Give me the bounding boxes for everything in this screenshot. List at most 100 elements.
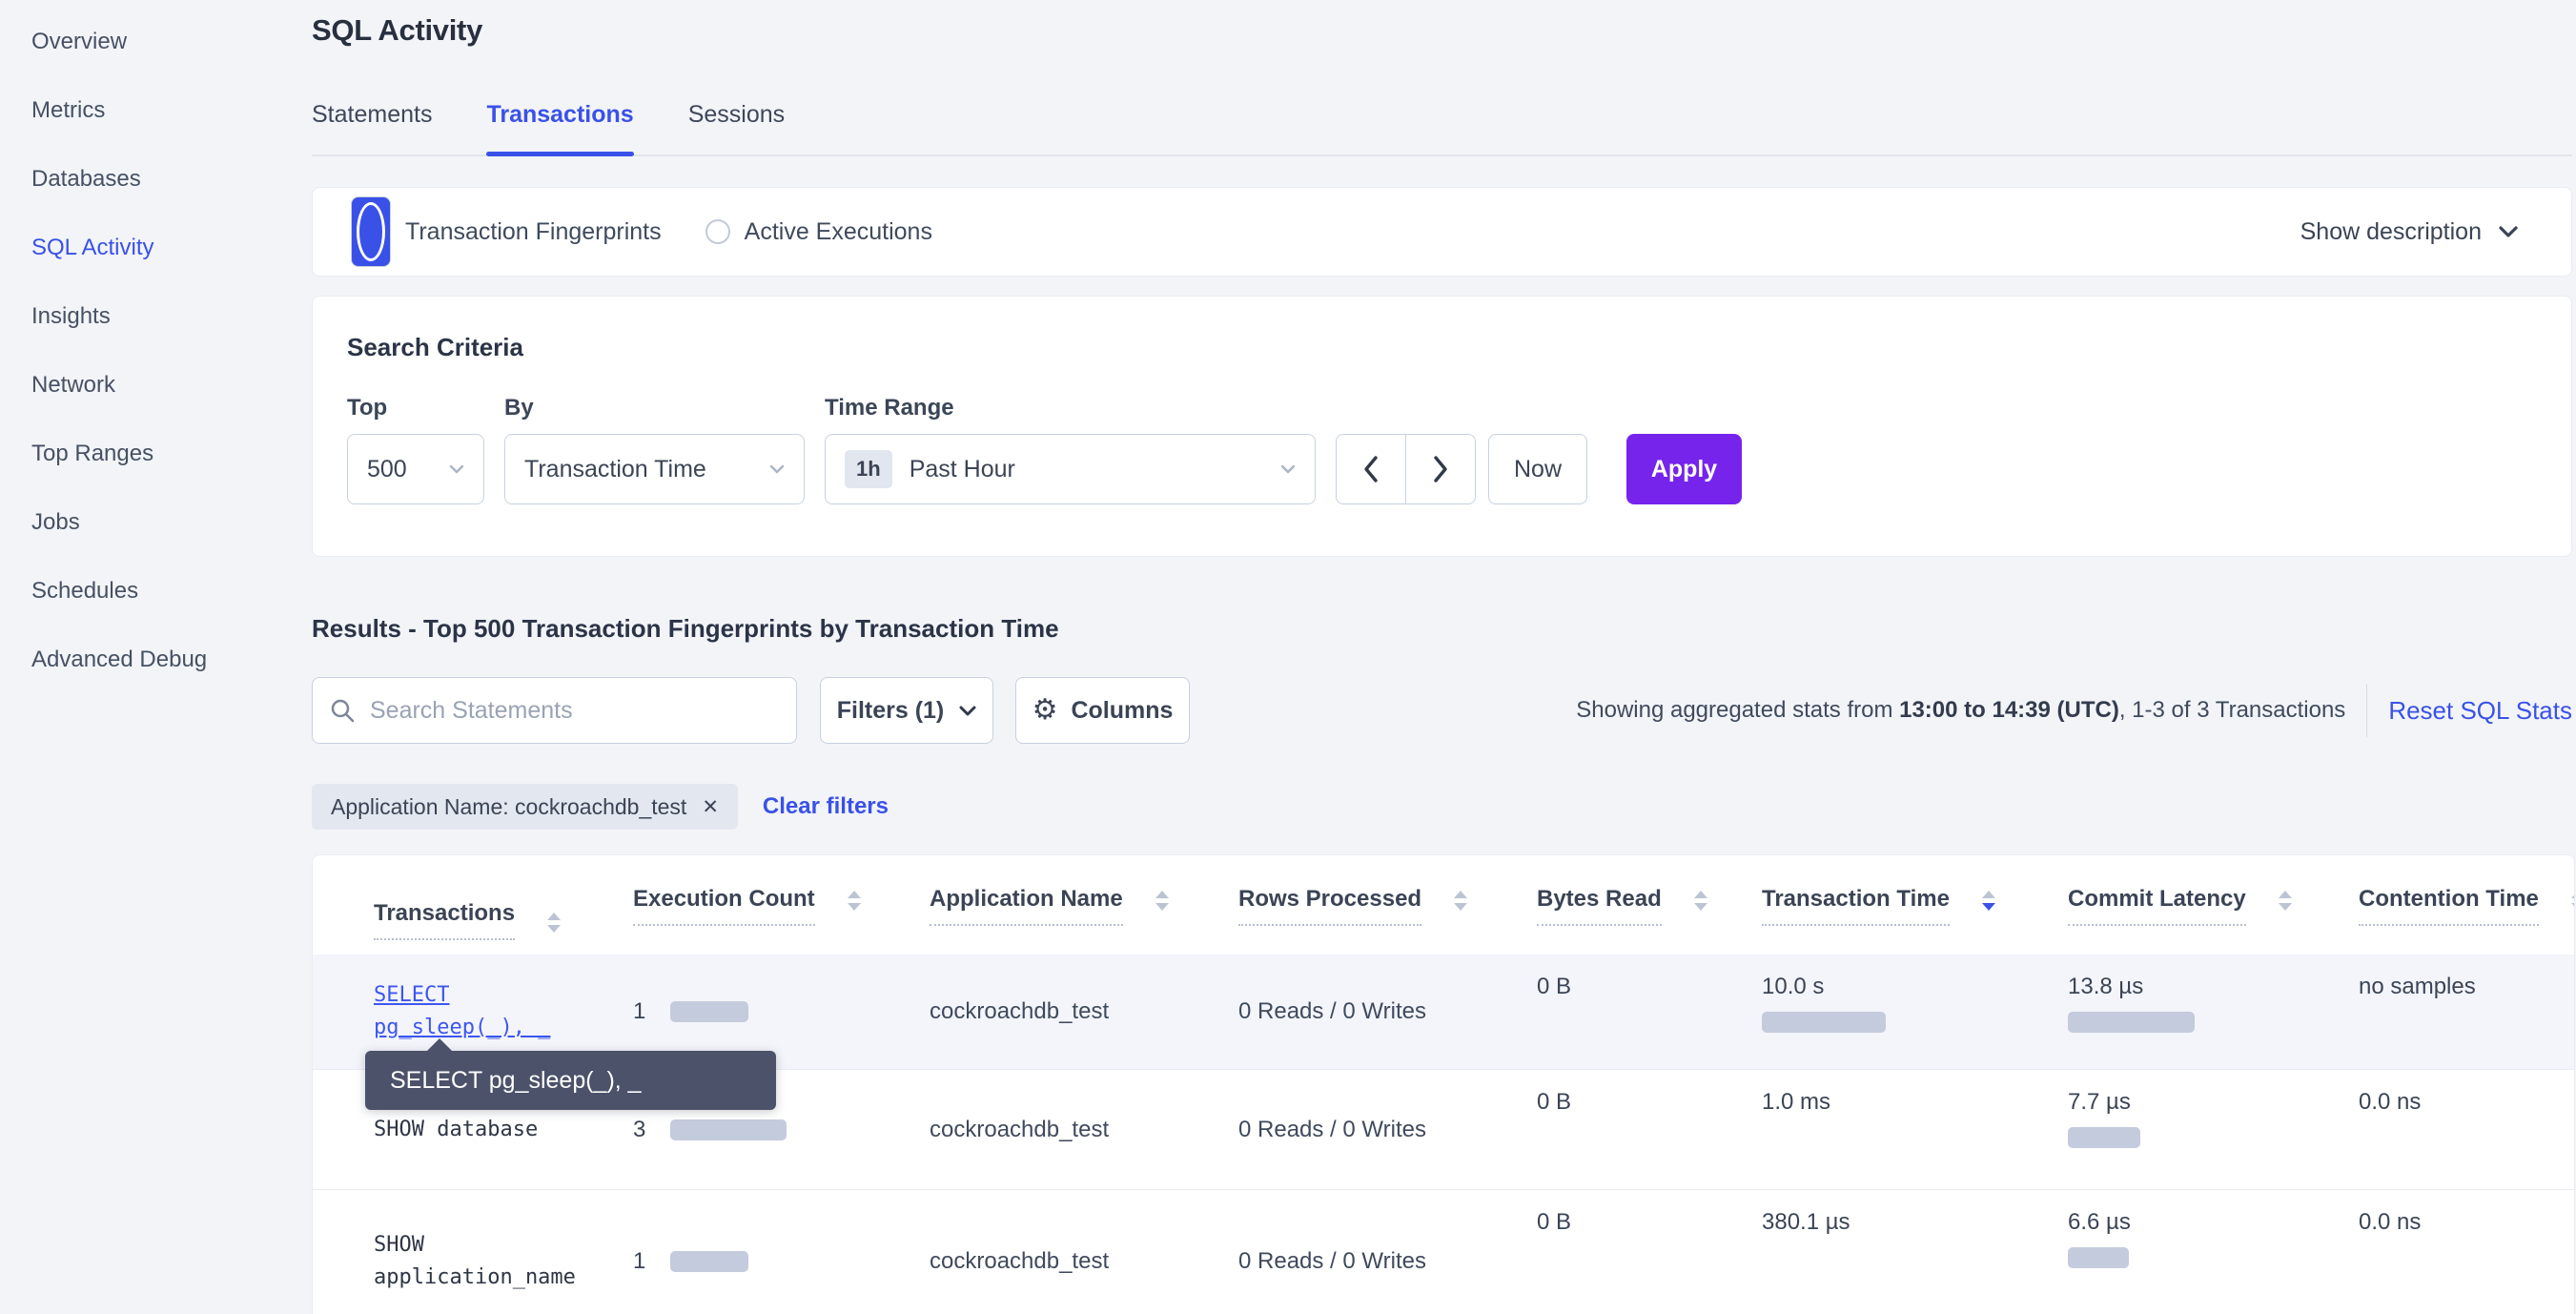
top-select[interactable]: 500 <box>347 434 484 504</box>
next-time-range-button[interactable] <box>1405 435 1475 503</box>
column-header-label[interactable]: Transactions <box>374 900 516 940</box>
execution-count-bar <box>670 1119 787 1140</box>
column-header-label[interactable]: Contention Time <box>2359 886 2539 926</box>
sort-asc-arrow <box>1155 891 1169 898</box>
cell-bytes-read: 0 B <box>1537 1089 1572 1115</box>
column-header-label[interactable]: Rows Processed <box>1238 886 1422 926</box>
top-field: Top 500 <box>347 395 484 504</box>
transaction-fingerprint-link[interactable]: SHOW application_name <box>374 1232 576 1289</box>
sidebar-item-overview[interactable]: Overview <box>31 29 128 54</box>
commit-latency-value: 7.7 µs <box>2068 1089 2131 1115</box>
search-criteria-card: Search Criteria Top 500 By Transaction T… <box>312 296 2572 557</box>
cell-contention-time: 0.0 ns <box>2359 1209 2422 1235</box>
main-content: SQL Activity Statements Transactions Ses… <box>312 0 2576 1314</box>
tab-sessions[interactable]: Sessions <box>687 101 786 128</box>
chevron-down-icon <box>769 464 785 474</box>
sort-toggle-icon[interactable] <box>847 891 861 911</box>
filters-button-label: Filters (1) <box>836 696 945 724</box>
chevron-down-icon <box>959 706 976 715</box>
apply-button[interactable]: Apply <box>1626 434 1742 504</box>
cell-application-name: cockroachdb_test <box>930 1116 1110 1142</box>
sidebar-item-schedules[interactable]: Schedules <box>31 578 139 604</box>
search-criteria-title: Search Criteria <box>347 333 523 361</box>
filter-chip-application-name: Application Name: cockroachdb_test ✕ <box>312 784 738 830</box>
sidebar-item-advanced-debug[interactable]: Advanced Debug <box>31 647 208 672</box>
clear-filters-link[interactable]: Clear filters <box>762 793 889 819</box>
sort-asc-arrow <box>2278 891 2292 898</box>
time-range-select[interactable]: 1h Past Hour <box>825 434 1316 504</box>
cell-rows-processed: 0 Reads / 0 Writes <box>1238 1116 1426 1142</box>
time-range-badge: 1h <box>845 450 892 488</box>
sidebar-item-metrics[interactable]: Metrics <box>31 97 106 123</box>
cell-rows-processed: 0 Reads / 0 Writes <box>1238 998 1426 1024</box>
column-header-label[interactable]: Transaction Time <box>1762 886 1950 926</box>
columns-button[interactable]: ⚙ Columns <box>1015 677 1190 744</box>
sort-desc-arrow <box>1454 903 1468 911</box>
cell-execution-count: 3 <box>633 1070 930 1189</box>
column-header-commit-latency: Commit Latency <box>2068 886 2359 955</box>
column-header-label[interactable]: Execution Count <box>633 886 815 926</box>
vertical-divider <box>2366 684 2368 737</box>
sort-toggle-icon[interactable] <box>1155 891 1169 911</box>
time-range-value: Past Hour <box>909 455 1015 482</box>
chevron-down-icon <box>1280 464 1296 474</box>
close-icon[interactable]: ✕ <box>702 795 719 818</box>
column-header-transactions: Transactions <box>313 886 633 955</box>
execution-count-value: 1 <box>633 998 646 1024</box>
by-select[interactable]: Transaction Time <box>504 434 805 504</box>
sort-toggle-icon[interactable] <box>2278 891 2292 911</box>
radio-unselected-icon[interactable] <box>705 219 730 244</box>
radio-transaction-fingerprints[interactable]: Transaction Fingerprints <box>351 196 662 267</box>
cell-transaction-time: 380.1 µs <box>1762 1190 2068 1314</box>
transaction-time-value: 1.0 ms <box>1762 1089 1831 1115</box>
stats-time-range: 13:00 to 14:39 (UTC) <box>1899 697 2119 723</box>
by-label: By <box>504 395 534 421</box>
sort-toggle-icon[interactable] <box>2570 891 2574 911</box>
cell-transaction: SHOW database <box>313 1070 633 1189</box>
sidebar-item-sql-activity[interactable]: SQL Activity <box>31 235 154 260</box>
filter-chip-row: Application Name: cockroachdb_test ✕ Cle… <box>312 784 889 830</box>
cell-application-name: cockroachdb_test <box>930 1247 1110 1274</box>
show-description-toggle[interactable]: Show description <box>2300 218 2518 246</box>
transaction-fingerprint-link[interactable]: SHOW database <box>374 1117 539 1141</box>
sort-toggle-icon[interactable] <box>547 913 562 933</box>
commit-latency-bar <box>2068 1012 2195 1033</box>
radio-selected-icon[interactable] <box>351 196 391 267</box>
sort-desc-arrow <box>1693 903 1707 911</box>
sidebar-item-jobs[interactable]: Jobs <box>31 509 80 535</box>
sort-desc-arrow <box>2570 903 2574 911</box>
filters-button[interactable]: Filters (1) <box>820 677 993 744</box>
column-header-label[interactable]: Commit Latency <box>2068 886 2246 926</box>
transaction-fingerprint-link[interactable]: SELECT pg_sleep(_), _ <box>374 983 551 1039</box>
chevron-right-icon <box>1434 456 1447 482</box>
sidebar-item-top-ranges[interactable]: Top Ranges <box>31 441 154 466</box>
cell-execution-count: 1 <box>633 955 930 1069</box>
columns-button-label: Columns <box>1071 696 1174 724</box>
sidebar-item-databases[interactable]: Databases <box>31 166 141 192</box>
sort-asc-arrow <box>2570 891 2574 898</box>
sidebar-item-insights[interactable]: Insights <box>31 303 111 329</box>
execution-count-value: 1 <box>633 1247 646 1274</box>
top-select-value: 500 <box>367 455 407 482</box>
sort-asc-arrow <box>1454 891 1468 898</box>
aggregated-stats-text: Showing aggregated stats from 13:00 to 1… <box>1576 697 2346 723</box>
tab-statements[interactable]: Statements <box>312 101 433 128</box>
cell-bytes-read: 0 B <box>1537 1209 1572 1235</box>
previous-time-range-button[interactable] <box>1337 435 1405 503</box>
reset-sql-stats-link[interactable]: Reset SQL Stats <box>2388 695 2572 725</box>
sort-toggle-icon[interactable] <box>1454 891 1468 911</box>
chevron-down-icon <box>2499 226 2518 237</box>
column-header-transaction-time: Transaction Time <box>1762 886 2068 955</box>
column-header-label[interactable]: Application Name <box>930 886 1123 926</box>
search-statements-input[interactable] <box>368 695 779 726</box>
sort-toggle-icon[interactable] <box>1981 891 1995 911</box>
now-button[interactable]: Now <box>1488 434 1587 504</box>
sidebar-item-network[interactable]: Network <box>31 372 116 398</box>
filter-chip-label: Application Name: cockroachdb_test <box>331 793 687 819</box>
tab-transactions[interactable]: Transactions <box>486 101 634 156</box>
radio-active-executions[interactable]: Active Executions <box>705 218 932 246</box>
sort-toggle-icon[interactable] <box>1693 891 1707 911</box>
column-header-label[interactable]: Bytes Read <box>1537 886 1662 926</box>
cell-contention-time: 0.0 ns <box>2359 1089 2422 1115</box>
